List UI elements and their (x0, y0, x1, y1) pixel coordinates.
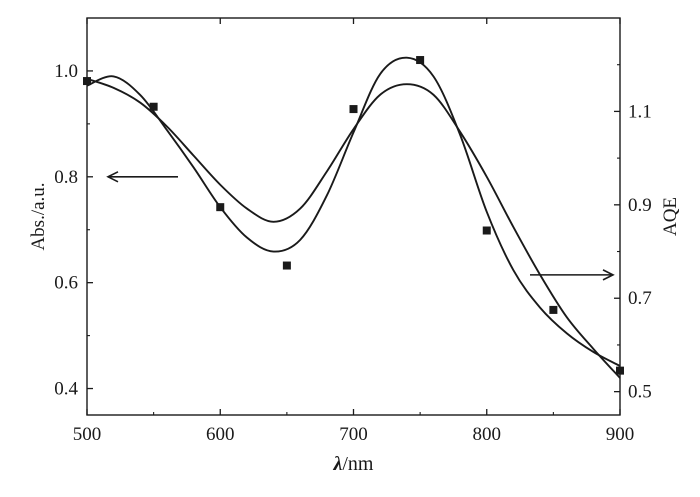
x-tick-label-600: 600 (206, 424, 235, 445)
series-1-left-line (86, 77, 621, 379)
labels-layer: Abs./a.u. AQE λ/nm (28, 182, 681, 475)
series-2-right-line (86, 56, 621, 367)
data-point-right-700 (349, 105, 358, 114)
x-tick-label-500: 500 (73, 424, 102, 445)
right-arrow-head (602, 269, 615, 281)
y-right-tick-label-0.9: 0.9 (628, 195, 652, 216)
plot-frame (86, 17, 621, 416)
data-point-right-800 (482, 226, 491, 235)
x-axis-title-unit: /nm (342, 453, 374, 475)
y-axis-left-title: Abs./a.u. (28, 182, 49, 250)
y-left-tick-label-1: 1.0 (54, 61, 78, 82)
y-left-tick-label-0.6: 0.6 (54, 273, 78, 294)
plot-layer (83, 56, 624, 379)
y-right-tick-label-0.7: 0.7 (628, 288, 652, 309)
data-point-right-750 (416, 56, 425, 65)
data-point-right-850 (549, 305, 558, 314)
x-tick-label-800: 800 (473, 424, 502, 445)
y-left-tick-label-0.8: 0.8 (54, 167, 78, 188)
x-axis-title-symbol: λ (332, 453, 342, 475)
x-axis-title: λ/nm (332, 453, 373, 475)
data-point-right-600 (216, 203, 225, 212)
left-arrow-head (106, 171, 119, 183)
x-tick-label-700: 700 (339, 424, 368, 445)
data-point-right-650 (282, 261, 291, 270)
data-point-right-550 (149, 102, 158, 111)
y-left-tick-label-0.4: 0.4 (54, 379, 78, 400)
y-axis-right-title: AQE (660, 197, 681, 236)
y-right-tick-label-1.1: 1.1 (628, 101, 652, 122)
x-tick-label-900: 900 (606, 424, 635, 445)
y-right-tick-label-0.5: 0.5 (628, 382, 652, 403)
axes-layer: 500 600 700 800 900 0.4 0.6 0.8 1.0 0.5 0.7 0.9 1.1 (54, 17, 652, 445)
